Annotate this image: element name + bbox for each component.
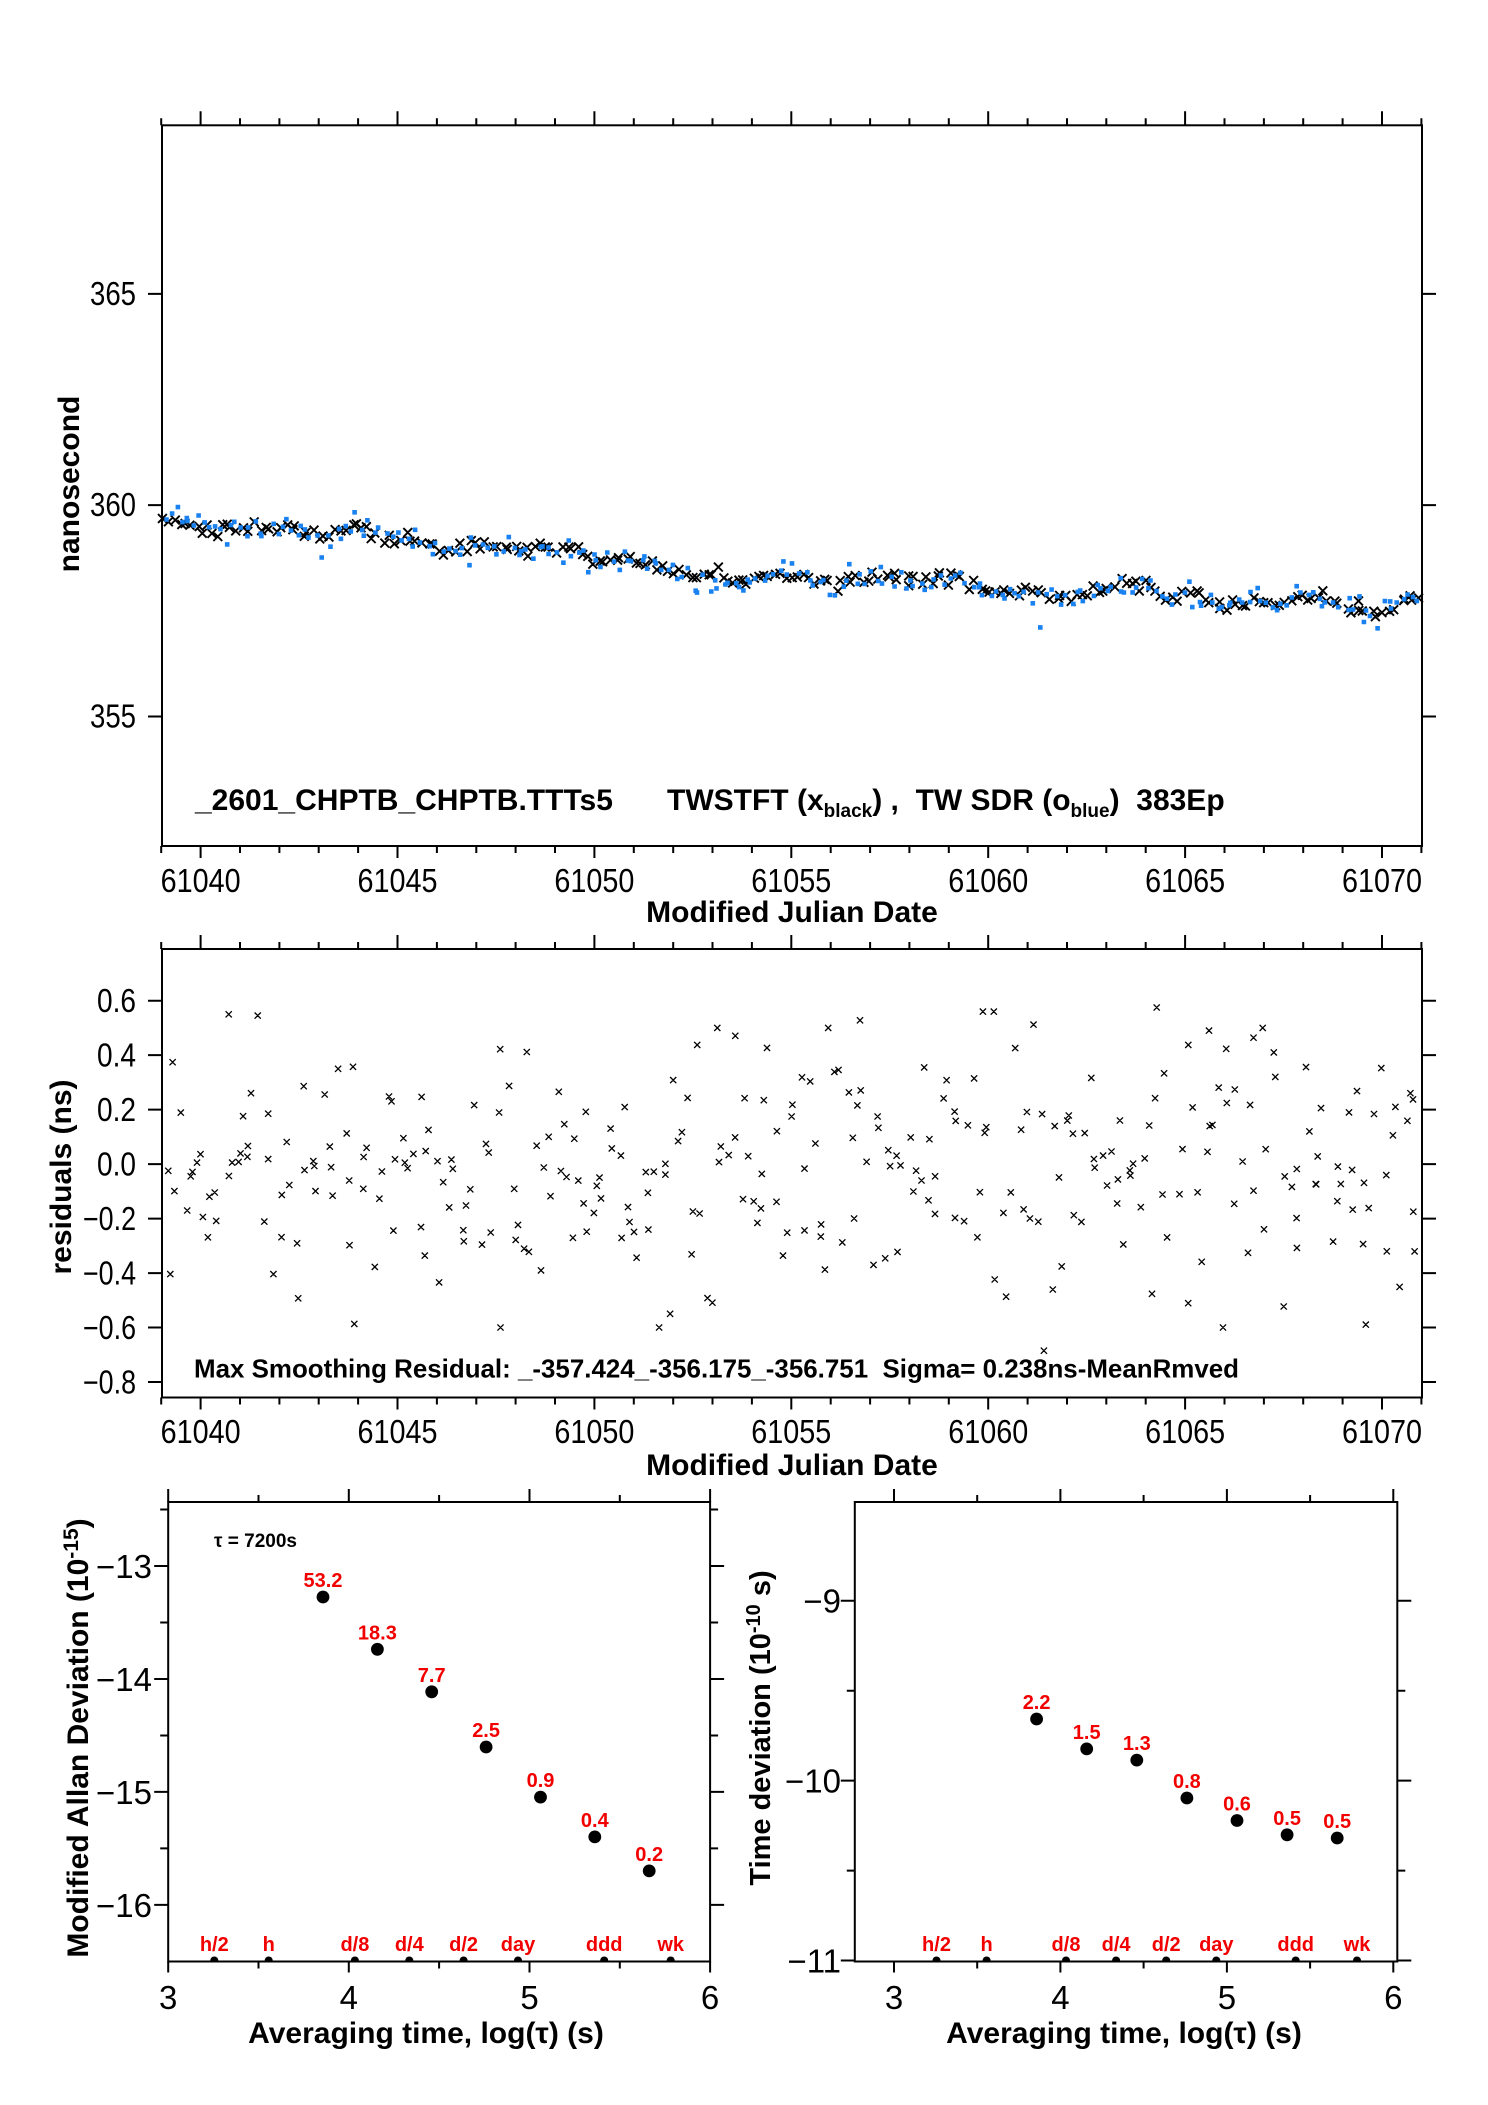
svg-text:0.2: 0.2 [635, 1844, 663, 1866]
svg-text:6: 6 [701, 1979, 719, 2016]
svg-text:0.5: 0.5 [1273, 1808, 1301, 1830]
svg-text:5: 5 [1218, 1979, 1236, 2016]
svg-text:d/4: d/4 [395, 1934, 425, 1956]
svg-text:Time deviation (10-10 s): Time deviation (10-10 s) [743, 1570, 777, 1885]
svg-text:4: 4 [340, 1979, 358, 2016]
svg-text:61070: 61070 [1342, 862, 1422, 899]
svg-text:day: day [501, 1934, 536, 1956]
svg-text:wk: wk [656, 1934, 685, 1956]
svg-text:−10: −10 [785, 1763, 841, 1800]
svg-text:residuals (ns): residuals (ns) [45, 1079, 78, 1274]
svg-text:Averaging time, log(τ) (s): Averaging time, log(τ) (s) [946, 2017, 1302, 2050]
svg-text:3: 3 [159, 1979, 177, 2016]
svg-text:day: day [1199, 1934, 1234, 1956]
svg-text:3: 3 [885, 1979, 903, 2016]
svg-text:−0.8: −0.8 [83, 1364, 136, 1401]
svg-text:61055: 61055 [751, 1413, 831, 1450]
svg-text:4: 4 [1051, 1979, 1069, 2016]
svg-text:0.5: 0.5 [1323, 1811, 1351, 1833]
svg-text:61045: 61045 [358, 862, 438, 899]
svg-text:−11: −11 [787, 1943, 841, 1980]
svg-text:61060: 61060 [948, 1413, 1028, 1450]
svg-text:61060: 61060 [948, 862, 1028, 899]
svg-text:−0.2: −0.2 [83, 1200, 136, 1237]
svg-text:−16: −16 [96, 1887, 152, 1924]
svg-text:53.2: 53.2 [304, 1570, 343, 1592]
svg-text:ddd: ddd [586, 1934, 623, 1956]
svg-text:wk: wk [1343, 1934, 1372, 1956]
svg-text:d/8: d/8 [340, 1934, 369, 1956]
svg-text:0.6: 0.6 [1223, 1794, 1251, 1816]
svg-text:τ = 7200s: τ = 7200s [214, 1531, 297, 1552]
svg-text:0.4: 0.4 [581, 1810, 610, 1832]
svg-text:h/2: h/2 [922, 1934, 951, 1956]
svg-text:d/4: d/4 [1102, 1934, 1132, 1956]
svg-text:1.3: 1.3 [1123, 1733, 1151, 1755]
svg-text:h/2: h/2 [200, 1934, 229, 1956]
svg-text:61055: 61055 [751, 862, 831, 899]
svg-text:2.2: 2.2 [1023, 1692, 1051, 1714]
svg-text:355: 355 [90, 698, 136, 735]
svg-text:0.9: 0.9 [527, 1770, 555, 1792]
svg-text:−9: −9 [803, 1583, 841, 1620]
svg-text:ddd: ddd [1277, 1934, 1314, 1956]
svg-text:_2601_CHPTB_CHPTB.TTTs5: _2601_CHPTB_CHPTB.TTTs5 [194, 784, 613, 817]
svg-text:−0.4: −0.4 [83, 1255, 136, 1292]
svg-text:360: 360 [90, 486, 136, 523]
svg-text:61065: 61065 [1145, 1413, 1225, 1450]
svg-text:6: 6 [1384, 1979, 1402, 2016]
svg-text:1.5: 1.5 [1073, 1722, 1101, 1744]
svg-text:−15: −15 [96, 1774, 152, 1811]
svg-text:61040: 61040 [161, 1413, 241, 1450]
svg-text:−0.6: −0.6 [83, 1309, 136, 1346]
svg-text:Modified Julian Date: Modified Julian Date [646, 896, 938, 929]
svg-text:61065: 61065 [1145, 862, 1225, 899]
svg-text:Modified Allan Deviation (10-1: Modified Allan Deviation (10-15) [60, 1518, 95, 1957]
svg-text:61040: 61040 [161, 862, 241, 899]
svg-text:d/8: d/8 [1052, 1934, 1081, 1956]
svg-text:Averaging time, log(τ) (s): Averaging time, log(τ) (s) [248, 2017, 604, 2050]
svg-text:2.5: 2.5 [472, 1720, 500, 1742]
svg-text:0.4: 0.4 [97, 1037, 136, 1074]
svg-text:5: 5 [520, 1979, 538, 2016]
svg-text:nanosecond: nanosecond [53, 396, 86, 573]
svg-text:0.0: 0.0 [97, 1146, 136, 1183]
svg-text:0.2: 0.2 [97, 1091, 136, 1128]
svg-text:h: h [980, 1934, 992, 1956]
svg-text:61045: 61045 [358, 1413, 438, 1450]
svg-text:−14: −14 [96, 1661, 152, 1698]
svg-text:Max Smoothing Residual: _-357.: Max Smoothing Residual: _-357.424_-356.1… [194, 1354, 1239, 1384]
svg-text:TWSTFT (xblack) , TW SDR (obl: TWSTFT (xblack) , TW SDR (oblue) 383Ep [667, 784, 1225, 822]
svg-text:d/2: d/2 [449, 1934, 478, 1956]
svg-text:61050: 61050 [554, 862, 634, 899]
svg-text:h: h [263, 1934, 275, 1956]
svg-text:365: 365 [90, 275, 136, 312]
svg-text:61050: 61050 [554, 1413, 634, 1450]
svg-text:18.3: 18.3 [358, 1622, 397, 1644]
svg-text:61070: 61070 [1342, 1413, 1422, 1450]
svg-text:−13: −13 [96, 1548, 152, 1585]
svg-text:0.6: 0.6 [97, 982, 136, 1019]
svg-text:0.8: 0.8 [1173, 1771, 1201, 1793]
svg-text:7.7: 7.7 [418, 1665, 446, 1687]
svg-text:d/2: d/2 [1152, 1934, 1181, 1956]
svg-text:Modified Julian Date: Modified Julian Date [646, 1449, 938, 1482]
